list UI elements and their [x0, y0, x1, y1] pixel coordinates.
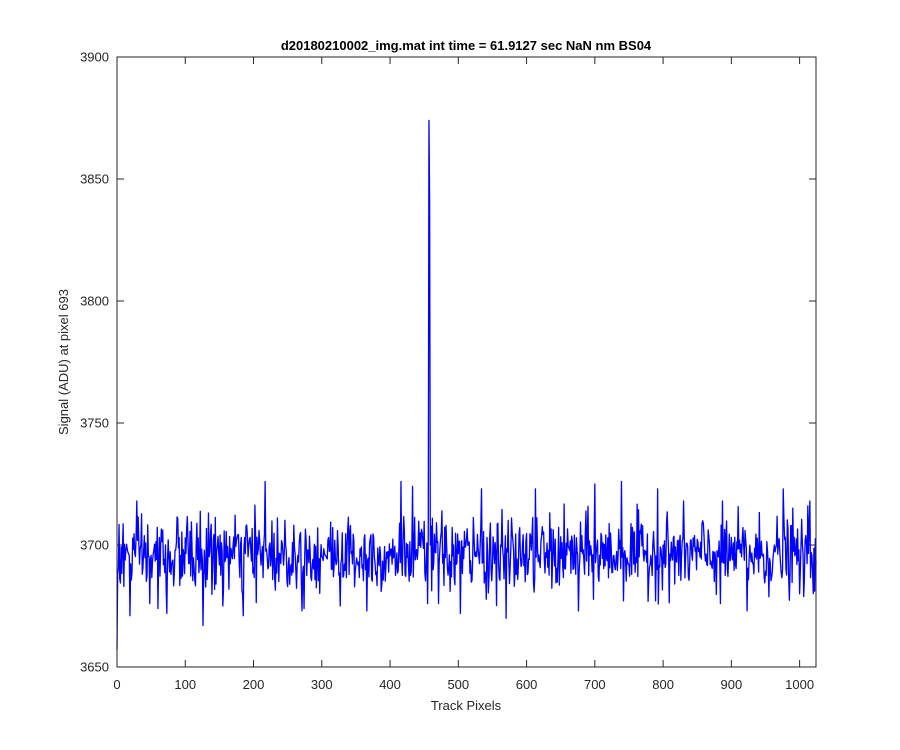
x-tick-label-700: 700	[584, 677, 606, 692]
y-tick-label-3700: 3700	[80, 538, 109, 553]
y-tick-label-3750: 3750	[80, 416, 109, 431]
x-tick-label-400: 400	[379, 677, 401, 692]
x-axis-title: Track Pixels	[431, 698, 502, 713]
y-tick-label-3800: 3800	[80, 294, 109, 309]
y-tick-label-3900: 3900	[80, 50, 109, 65]
x-tick-label-600: 600	[516, 677, 538, 692]
x-tick-label-0: 0	[113, 677, 120, 692]
x-tick-label-800: 800	[652, 677, 674, 692]
y-tick-label-3650: 3650	[80, 660, 109, 675]
x-tick-label-100: 100	[174, 677, 196, 692]
signal-line	[116, 119, 817, 650]
y-tick-label-3850: 3850	[80, 172, 109, 187]
x-tick-label-500: 500	[447, 677, 469, 692]
y-axis-title: Signal (ADU) at pixel 693	[56, 289, 71, 435]
x-tick-label-300: 300	[311, 677, 333, 692]
series-group	[116, 119, 817, 650]
axes-box	[116, 56, 817, 668]
x-tick-label-1000: 1000	[785, 677, 814, 692]
x-tick-label-900: 900	[721, 677, 743, 692]
chart-title: d20180210002_img.mat int time = 61.9127 …	[281, 38, 652, 53]
plot-area	[117, 57, 816, 667]
tick-labels-group: 0 100 200 300 400 500 600 700 800 900 1000 3650 3700…	[80, 50, 814, 693]
x-tick-label-200: 200	[243, 677, 265, 692]
